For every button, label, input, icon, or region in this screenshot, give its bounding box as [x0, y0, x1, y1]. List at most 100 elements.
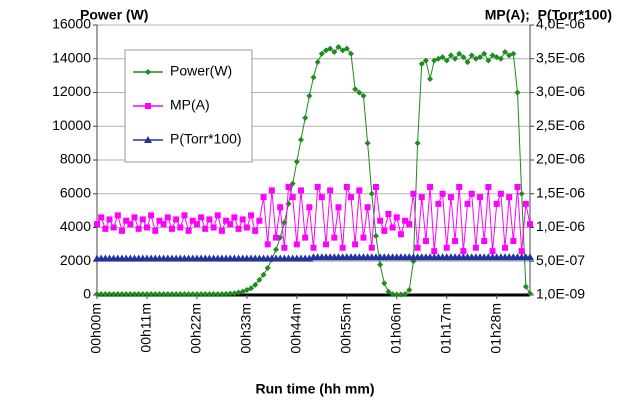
- marker: [206, 291, 213, 298]
- marker: [335, 43, 342, 50]
- marker: [427, 184, 434, 190]
- x-tick-label: 00h00m: [88, 303, 104, 354]
- marker: [202, 291, 209, 298]
- x-tick-label: 01h06m: [387, 303, 403, 354]
- marker: [94, 221, 100, 228]
- marker: [131, 291, 138, 298]
- marker: [260, 194, 267, 201]
- marker: [360, 234, 367, 241]
- x-tick-label: 00h22m: [188, 303, 204, 354]
- marker: [514, 89, 521, 96]
- marker: [223, 290, 230, 297]
- marker: [164, 214, 171, 221]
- marker: [181, 212, 188, 219]
- marker: [144, 136, 152, 143]
- marker: [277, 204, 284, 211]
- marker: [339, 244, 346, 251]
- marker: [298, 136, 305, 143]
- marker: [527, 221, 533, 228]
- marker: [439, 54, 446, 61]
- marker: [335, 204, 342, 211]
- marker: [293, 158, 300, 165]
- marker: [327, 187, 334, 194]
- marker: [202, 225, 209, 232]
- marker: [518, 248, 525, 255]
- marker: [173, 216, 180, 223]
- marker: [364, 204, 371, 211]
- marker: [139, 216, 146, 223]
- marker: [243, 224, 250, 231]
- marker: [148, 291, 155, 298]
- marker: [193, 291, 200, 298]
- legend-label: P(Torr*100): [170, 131, 242, 147]
- marker: [510, 238, 517, 244]
- y2-tick-label: 3,5E-06: [536, 49, 585, 65]
- x-tick-label: 00h33m: [238, 303, 254, 354]
- marker: [485, 184, 492, 190]
- left-axis-title: Power (W): [80, 7, 148, 23]
- y-tick-label: 6000: [60, 184, 91, 200]
- marker: [135, 291, 142, 298]
- marker: [281, 244, 288, 251]
- y2-tick-label: 1,0E-09: [536, 286, 585, 302]
- legend-label: Power(W): [170, 63, 232, 79]
- marker: [139, 291, 146, 298]
- marker: [447, 52, 454, 59]
- marker: [314, 59, 321, 66]
- marker: [343, 45, 350, 52]
- marker: [397, 291, 404, 298]
- marker: [218, 227, 225, 234]
- marker: [118, 227, 125, 234]
- marker: [248, 285, 255, 292]
- marker: [456, 50, 463, 57]
- marker: [402, 291, 409, 298]
- marker: [377, 261, 384, 268]
- marker: [285, 184, 292, 190]
- plot: [93, 43, 534, 298]
- x-axis-title: Run time (hh mm): [256, 381, 375, 397]
- marker: [406, 286, 413, 293]
- marker: [435, 200, 442, 207]
- marker: [481, 50, 488, 57]
- x-tick-label: 01h28m: [487, 303, 503, 354]
- marker: [114, 212, 121, 219]
- marker: [472, 244, 479, 251]
- marker: [185, 291, 192, 298]
- legend-label: MP(A): [170, 97, 210, 113]
- marker: [227, 290, 234, 297]
- marker: [414, 244, 421, 251]
- legend: Power(W) MP(A) P(Torr*100): [124, 49, 253, 163]
- marker: [477, 194, 484, 201]
- marker: [493, 200, 500, 207]
- marker: [497, 190, 504, 197]
- marker: [352, 86, 359, 93]
- y-tick-label: 0: [83, 286, 91, 302]
- marker: [189, 291, 196, 298]
- marker: [485, 57, 492, 64]
- marker: [385, 211, 392, 217]
- marker: [102, 225, 109, 232]
- y2-tick-label: 4,0E-06: [536, 16, 585, 32]
- marker: [489, 248, 496, 255]
- x-tick-label: 00h44m: [288, 303, 304, 354]
- marker: [193, 221, 200, 228]
- marker: [235, 289, 242, 296]
- marker: [106, 291, 113, 298]
- marker: [198, 214, 205, 221]
- marker: [239, 216, 246, 223]
- marker: [477, 54, 484, 61]
- x-tick-label: 00h55m: [338, 303, 354, 354]
- marker: [397, 231, 404, 238]
- marker: [497, 55, 504, 62]
- marker: [145, 103, 151, 109]
- marker: [464, 200, 471, 207]
- marker: [164, 291, 171, 298]
- marker: [372, 232, 379, 239]
- marker: [518, 190, 525, 197]
- marker: [381, 227, 388, 234]
- marker: [210, 291, 217, 298]
- marker: [431, 248, 438, 255]
- y-tick-label: 10000: [52, 117, 91, 133]
- marker: [522, 283, 529, 290]
